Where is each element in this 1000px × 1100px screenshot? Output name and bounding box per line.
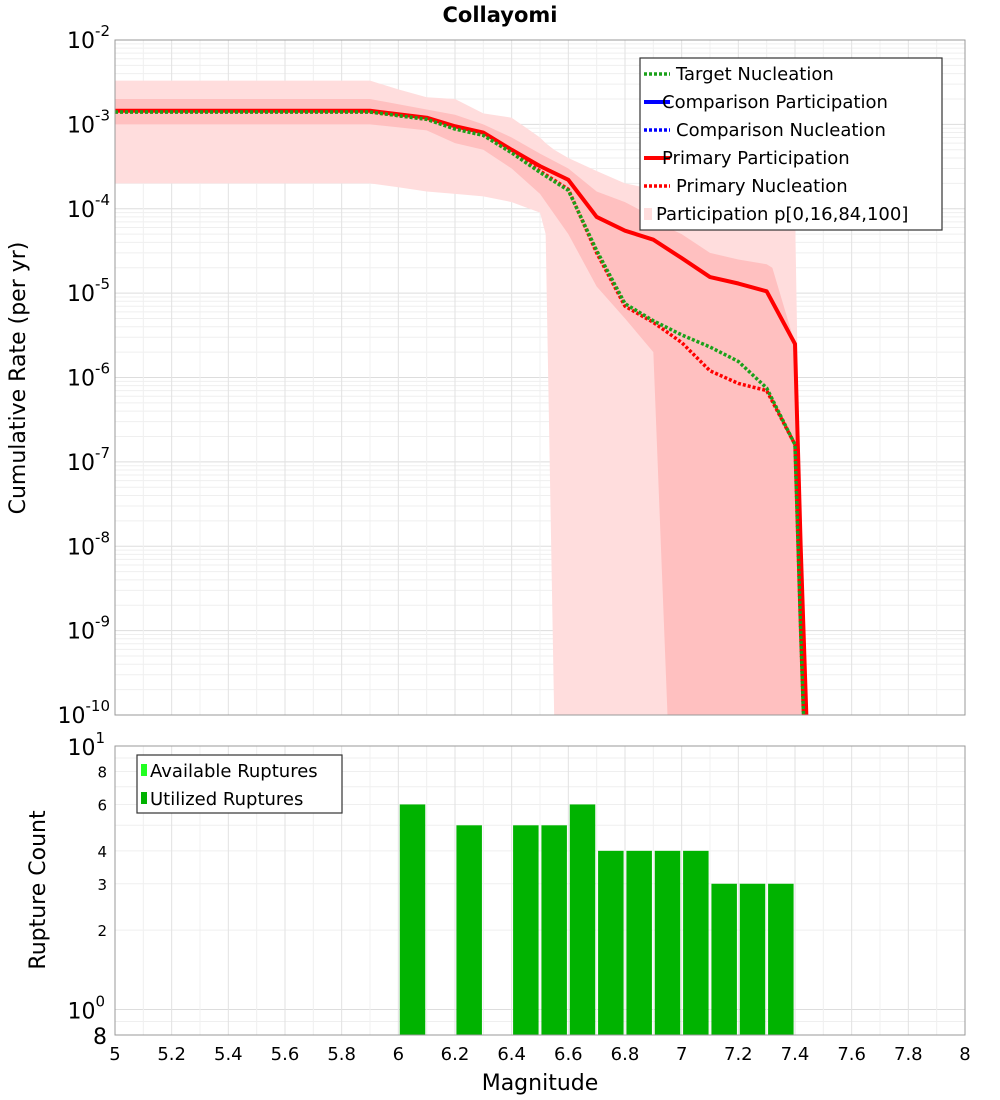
count-y-minor-tick-label: 8	[97, 764, 107, 782]
count-y-minor-tick-label: 4	[97, 843, 107, 861]
count-y-major-tick-label: 100	[67, 992, 105, 1024]
count-y-minor-tick-label: 3	[97, 876, 107, 894]
legend-box	[639, 57, 943, 231]
legend-label: Primary Nucleation	[676, 176, 848, 197]
bar-utilized	[513, 825, 539, 1035]
x-tick-label: 5.8	[327, 1044, 356, 1065]
bar-utilized	[626, 850, 652, 1035]
count-y-axis-label: Rupture Count	[26, 810, 51, 970]
y-tick-label: 10-10	[58, 697, 111, 729]
x-tick-label: 7.4	[781, 1044, 810, 1065]
chart-title: Collayomi	[443, 3, 558, 27]
x-tick-label: 6.6	[554, 1044, 583, 1065]
legend-label: Comparison Participation	[662, 92, 888, 113]
count-legend-swatch	[141, 764, 147, 776]
count-y-minor-tick-label: 6	[97, 796, 107, 814]
y-tick-label: 10-9	[67, 613, 110, 645]
rate-y-axis-label: Cumulative Rate (per yr)	[6, 242, 31, 515]
y-tick-label: 10-3	[67, 106, 110, 138]
x-axis-label: Magnitude	[482, 1071, 599, 1096]
count-legend-swatch	[141, 792, 147, 804]
legend-swatch	[644, 208, 652, 220]
bar-utilized	[654, 850, 681, 1035]
count-plot-frame	[114, 745, 966, 1036]
x-tick-label: 7.2	[724, 1044, 753, 1065]
y-tick-label: 10-6	[67, 360, 110, 392]
count-legend: Available Ruptures Utilized Ruptures	[136, 754, 343, 814]
x-tick-label: 6.8	[611, 1044, 640, 1065]
x-tick-label: 6	[393, 1044, 404, 1065]
y-tick-label: 10-2	[67, 22, 110, 54]
x-tick-label: 6.4	[497, 1044, 526, 1065]
count-bars	[399, 804, 794, 1035]
legend-label: Target Nucleation	[675, 64, 834, 85]
y-tick-label: 10-4	[67, 191, 110, 223]
bar-utilized	[739, 883, 766, 1035]
band-p16-p84	[115, 98, 807, 716]
x-tick-label: 8	[959, 1044, 970, 1065]
series-primary-participation	[115, 108, 809, 716]
magnitude-x-tick-labels: 5 5.2 5.4 5.6 5.8 6 6.2 6.4 6.6 6.8 7 7.2 7.4 7.6 7.8 8	[109, 1044, 970, 1065]
x-tick-label: 7.6	[837, 1044, 866, 1065]
legend-label: Comparison Nucleation	[676, 120, 886, 141]
rate-legend: Target Nucleation Comparison Participatio…	[639, 57, 943, 231]
y-tick-label: 10-8	[67, 528, 110, 560]
rate-plot-panel: 10-2 10-3 10-4 10-5 10-6 10-7 10-8 10-9 10-10 Cu…	[6, 22, 966, 729]
x-tick-label: 5	[109, 1044, 120, 1065]
bar-utilized	[598, 850, 624, 1035]
count-legend-label: Available Ruptures	[150, 761, 318, 782]
y-tick-label: 10-5	[67, 275, 110, 307]
bar-utilized	[541, 825, 567, 1035]
rate-plot-frame	[114, 39, 966, 716]
bar-utilized	[768, 883, 794, 1035]
x-tick-label: 7.8	[894, 1044, 923, 1065]
bar-utilized	[569, 804, 596, 1035]
x-tick-label: 5.4	[214, 1044, 243, 1065]
count-y-minor-tick-label: 8	[93, 1025, 107, 1050]
bar-utilized	[399, 804, 426, 1035]
x-tick-label: 5.2	[157, 1044, 186, 1065]
bar-utilized	[456, 825, 482, 1035]
legend-label: Primary Participation	[662, 148, 850, 169]
count-y-minor-tick-label: 2	[97, 922, 107, 940]
y-tick-label: 10-7	[67, 444, 110, 476]
count-legend-label: Utilized Ruptures	[150, 789, 303, 810]
rate-y-tick-labels: 10-2 10-3 10-4 10-5 10-6 10-7 10-8 10-9 10-10	[58, 22, 111, 729]
count-y-major-tick-label: 101	[67, 729, 105, 761]
bar-utilized	[683, 850, 709, 1035]
x-tick-label: 6.2	[441, 1044, 470, 1065]
series-target-nucleation	[115, 110, 806, 716]
bar-utilized	[711, 883, 737, 1035]
count-legend-box	[136, 754, 343, 814]
legend-label: Participation p[0,16,84,100]	[656, 204, 908, 225]
x-tick-label: 5.6	[271, 1044, 300, 1065]
rate-percentile-bands	[115, 80, 807, 716]
rate-series-lines	[115, 108, 809, 716]
x-tick-label: 7	[676, 1044, 687, 1065]
